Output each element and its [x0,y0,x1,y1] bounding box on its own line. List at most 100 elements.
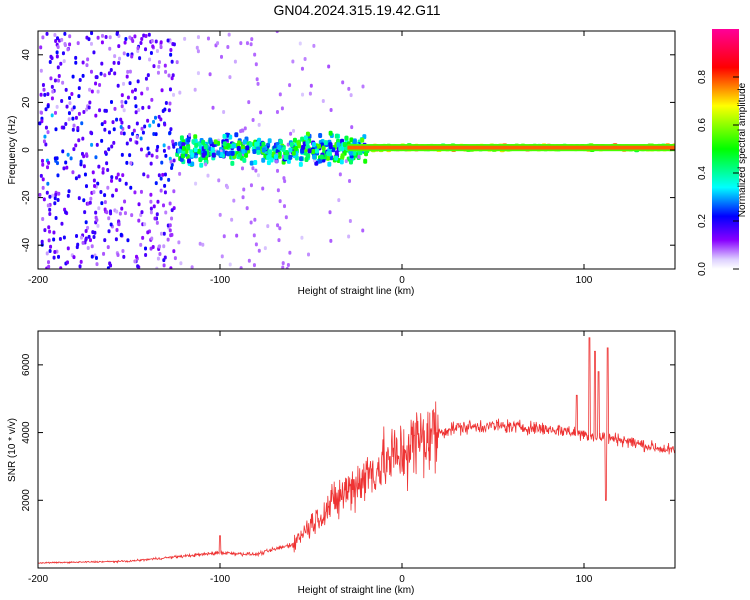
heatmap-cell [311,142,316,148]
heatmap-cell [89,130,93,135]
heatmap-cell [347,234,351,239]
heatmap-cell [84,237,88,242]
heatmap-cell [157,123,161,128]
heatmap-cell [167,177,171,182]
heatmap-cell [242,139,247,145]
heatmap-cell [76,125,80,130]
heatmap-cell [155,154,159,159]
heatmap-cell [303,57,307,62]
heatmap-cell [139,40,143,45]
heatmap-cell [90,142,94,147]
heatmap-cell [281,265,285,269]
heatmap-cell [342,141,347,147]
heatmap-cell [230,160,235,166]
heatmap-cell [90,244,94,249]
heatmap-cell [261,186,265,191]
heatmap-cell [74,115,78,120]
heatmap-cell [89,41,93,46]
heatmap-cell [146,118,150,123]
heatmap-cell [230,150,235,156]
heatmap-cell [143,222,147,227]
heatmap-cell [106,167,110,172]
heatmap-cell [117,44,121,49]
heatmap-cell [305,152,310,158]
heatmap-cell [41,217,45,222]
heatmap-cell [103,73,107,78]
heatmap-cell [96,89,100,94]
heatmap-cell [142,172,146,177]
heatmap-cell [99,190,103,195]
heatmap-cell [95,262,99,267]
heatmap-cell [113,54,117,59]
heatmap-cell [80,235,84,240]
heatmap-cell [115,31,119,35]
heatmap-cell [114,188,118,193]
heatmap-cell [168,101,172,106]
heatmap-cell [291,150,296,156]
heatmap-cell [190,265,194,269]
heatmap-cell [84,184,88,189]
heatmap-cell [102,251,106,256]
heatmap-cell [38,192,42,197]
heatmap-cell [150,97,154,102]
heatmap-cell [94,210,98,215]
heatmap-cell [350,125,354,130]
heatmap-cell [48,59,52,64]
heatmap-cell [54,110,58,115]
heatmap-cell [72,105,76,110]
heatmap-cell [179,261,183,266]
heatmap-cell [144,252,148,257]
heatmap-cell [160,88,164,93]
heatmap-cell [348,159,353,165]
colorbar-tick-label: 0.8 [697,70,708,84]
heatmap-cell [89,196,93,201]
heatmap-cell [349,137,354,143]
heatmap-cell [263,246,267,251]
heatmap-cell [81,73,85,78]
heatmap-cell [251,118,255,123]
heatmap-cell [163,63,167,68]
heatmap-cell [196,49,200,54]
heatmap-cell [39,92,43,97]
heatmap-cell [315,148,320,154]
heatmap-cell [289,142,294,148]
heatmap-cell [140,91,144,96]
heatmap-cell [112,127,116,132]
heatmap-cell [50,96,54,101]
heatmap-cell [67,189,71,194]
heatmap-cell [49,76,53,81]
heatmap-cell [242,187,246,192]
colorbar: 0.0 0.2 0.4 0.6 0.8 Normalized spectral ampl… [697,29,748,276]
heatmap-cell [169,52,173,57]
heatmap-cell [109,222,113,227]
heatmap-cell [82,164,86,169]
heatmap-cell [100,61,104,66]
heatmap-cell [261,141,266,147]
heatmap-cell [283,179,287,184]
heatmap-cell [245,206,249,211]
heatmap-cell [112,140,116,145]
heatmap-cell [178,141,183,147]
heatmap-cell [187,158,192,164]
heatmap-cell [100,40,104,45]
heatmap-cell [59,266,63,269]
heatmap-cell [87,37,91,42]
heatmap-cell [152,119,156,124]
heatmap-cell [64,121,68,126]
heatmap-cell [140,126,144,131]
heatmap-cell [69,156,73,161]
heatmap-cell [170,76,174,81]
heatmap-cell [148,123,152,128]
heatmap-cell [163,255,167,260]
heatmap-cell [115,227,119,232]
x-tick-label: -200 [28,574,48,585]
heatmap-cell [107,147,111,152]
snr-frame [37,330,676,569]
heatmap-cell [88,87,92,92]
heatmap-cell [120,152,124,157]
heatmap-cell [121,173,125,178]
heatmap-cell [211,105,215,110]
heatmap-cell [61,80,65,85]
heatmap-cell [253,52,257,57]
